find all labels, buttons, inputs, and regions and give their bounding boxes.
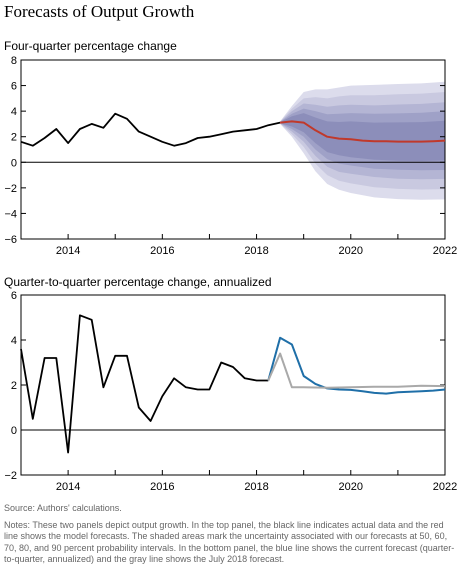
panel1-plot-frame — [20, 59, 446, 240]
panel1-xtick-label: 2022 — [433, 245, 457, 257]
panel1-ytick-label: 2 — [11, 132, 17, 144]
panel2-series-current-forecast — [267, 336, 446, 395]
panel2-xtick-label: 2016 — [150, 481, 174, 493]
figure-title: Forecasts of Output Growth — [4, 2, 195, 21]
source-note: Source: Authors' calculations. — [4, 503, 122, 513]
panel1-ytick-label: 8 — [11, 55, 17, 67]
panel1-band-50pct — [280, 113, 445, 161]
panel2-ytick-label: 4 — [11, 335, 17, 347]
panel2-series-july-2018-forecast — [267, 352, 446, 389]
output-growth-four-quarter-chart: 8 6 4 2 0 −2 −4 −6 2014 2016 2018 2020 2022 — [4, 55, 457, 257]
panel2-xtick-label: 2014 — [56, 481, 80, 493]
panel2-xtick-label: 2020 — [339, 481, 363, 493]
panel2-xtick-label: 2018 — [244, 481, 268, 493]
panel2-xtick-label: 2022 — [433, 481, 457, 493]
panel-2-subtitle: Quarter-to-quarter percentage change, an… — [4, 275, 272, 289]
panel2-plot-frame — [20, 294, 446, 476]
panel2-ytick-label: −2 — [4, 470, 17, 482]
panel1-ytick-label: 6 — [11, 81, 17, 93]
panel1-xtick-label: 2018 — [244, 245, 268, 257]
panel1-xtick-label: 2016 — [150, 245, 174, 257]
panel1-ytick-label: 4 — [11, 106, 17, 118]
panel1-xtick-label: 2020 — [339, 245, 363, 257]
panel1-series-actual — [20, 112, 281, 147]
panel1-ytick-label: −2 — [4, 183, 17, 195]
notes-text: Notes: These two panels depict output gr… — [4, 520, 455, 564]
panel2-ytick-label: 6 — [11, 290, 17, 302]
panel2-ytick-label: 0 — [11, 425, 17, 437]
panel1-ytick-label: −6 — [4, 234, 17, 246]
panel1-ytick-label: 0 — [11, 157, 17, 169]
panel1-ytick-label: −4 — [4, 208, 17, 220]
panel2-ytick-label: 2 — [11, 380, 17, 392]
panel1-xtick-label: 2014 — [56, 245, 80, 257]
panel1-series-forecast — [279, 120, 446, 143]
panel-1-subtitle: Four-quarter percentage change — [4, 39, 177, 53]
panel2-series-actual — [20, 314, 269, 454]
output-growth-quarterly-chart: 6 4 2 0 −2 2014 2016 2018 2020 2022 — [4, 290, 457, 493]
